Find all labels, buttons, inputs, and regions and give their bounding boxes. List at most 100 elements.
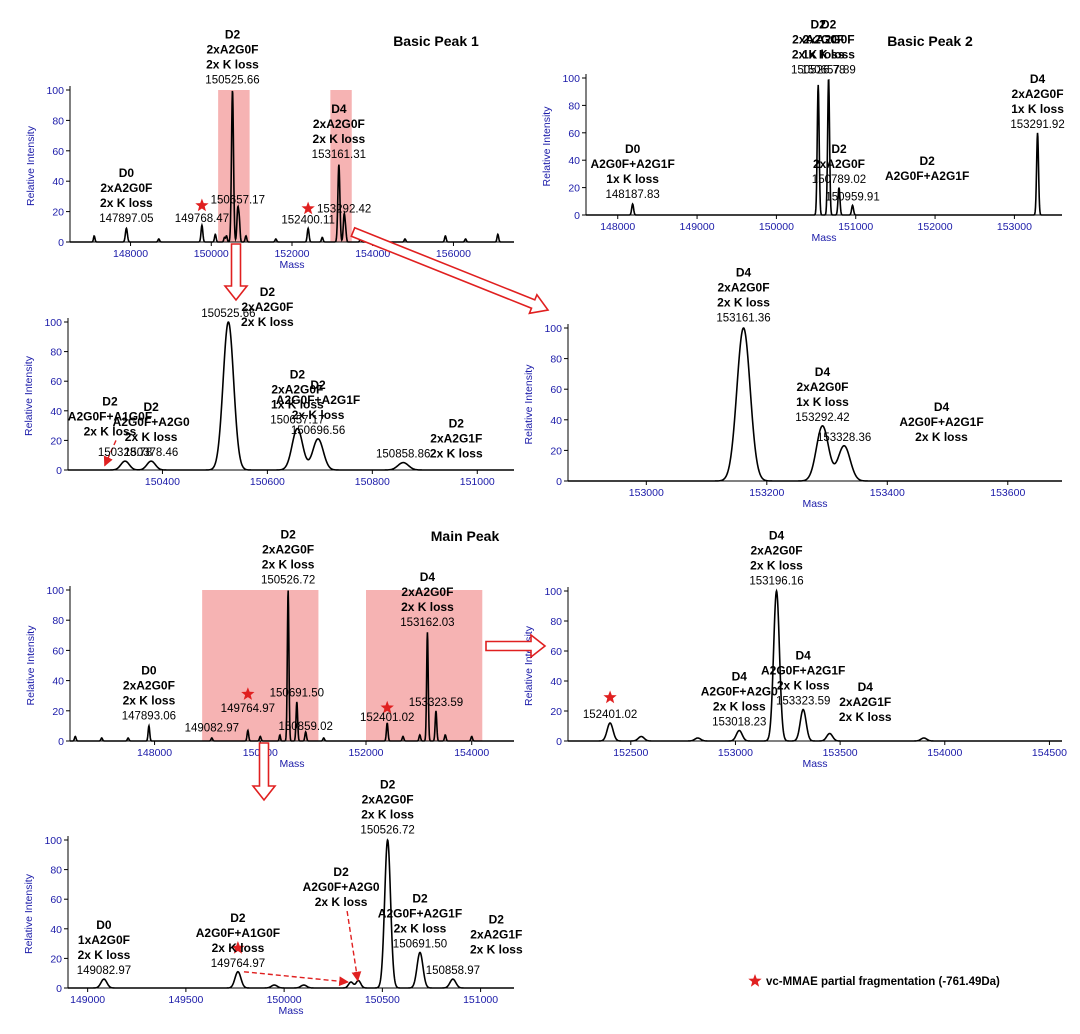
peak-assignment-label: 1x K loss bbox=[796, 395, 849, 409]
y-axis-label: Relative Intensity bbox=[523, 364, 535, 445]
peak-mass-label: 152401.02 bbox=[360, 712, 414, 724]
peak-assignment-label: 2xA2G0F bbox=[796, 380, 848, 394]
dashed-pointer-arrow bbox=[103, 440, 117, 467]
peak-annotation: 152401.02 bbox=[583, 709, 637, 721]
peak-assignment-label: 1xA2G0F bbox=[78, 933, 130, 947]
peak-assignment-label: 2xA2G0F bbox=[718, 280, 770, 294]
peak-assignment-label: 2xA2G0F bbox=[262, 542, 314, 556]
peak-mass-label: 147893.06 bbox=[122, 710, 176, 722]
peak-mass-label: 150858.97 bbox=[426, 965, 480, 977]
panel-basic-peak-2: 0 20 40 60 80 100 148000 149000 150000 151000 1520… bbox=[541, 17, 1065, 244]
y-tick-label: 60 bbox=[550, 384, 562, 396]
peak-assignment-label: D0 bbox=[119, 166, 135, 180]
panel-title: Basic Peak 1 bbox=[393, 33, 479, 49]
panel-main-peak: 020406080100148000150000152000154000Mass… bbox=[25, 527, 514, 770]
dashed-pointer-arrow bbox=[346, 910, 362, 982]
peak-assignment-label: A2G0F+A2G1F bbox=[590, 157, 674, 171]
x-tick-label: 153200 bbox=[749, 487, 784, 499]
peak-assignment-label: 2xA2G0F bbox=[362, 793, 414, 807]
peak-mass-label: 150789.02 bbox=[812, 174, 866, 186]
peak-assignment-label: 1x K loss bbox=[271, 398, 324, 412]
peak-mass-label: 150959.91 bbox=[825, 192, 879, 204]
peak-assignment-label: D4 bbox=[420, 570, 436, 584]
peak-assignment-label: 2x K loss bbox=[839, 710, 892, 724]
peak-assignment-label: 2xA2G0F bbox=[803, 32, 855, 46]
peak-assignment-label: 2x K loss bbox=[84, 424, 137, 438]
x-tick-label: 154000 bbox=[927, 747, 962, 759]
x-tick-label: 153600 bbox=[990, 487, 1025, 499]
peak-mass-label: 149764.97 bbox=[221, 703, 275, 715]
zoom-arrow bbox=[251, 742, 277, 802]
peak-assignment-label: D2 bbox=[449, 417, 465, 431]
peak-assignment-label: A2G0F+A1G0F bbox=[68, 409, 152, 423]
y-tick-label: 40 bbox=[50, 406, 62, 418]
peak-assignment-label: 2xA2G0F bbox=[751, 544, 803, 558]
peak-mass-label: 153323.59 bbox=[409, 697, 463, 709]
y-tick-label: 80 bbox=[568, 100, 580, 112]
y-tick-label: 80 bbox=[50, 865, 62, 877]
y-tick-label: 40 bbox=[52, 676, 64, 688]
peak-assignment-label: 2x K loss bbox=[713, 700, 766, 714]
peak-assignment-label: A2G0F+A2G1F bbox=[378, 907, 462, 921]
y-axis-label: Relative Intensity bbox=[25, 125, 37, 206]
peak-assignment-label: D2 bbox=[831, 142, 847, 156]
peak-mass-label: 147897.05 bbox=[99, 213, 153, 225]
peak-mass-label: 153018.23 bbox=[712, 717, 766, 729]
zoom-arrow bbox=[223, 243, 249, 302]
peak-assignment-label: 2xA2G1F bbox=[430, 432, 482, 446]
y-tick-label: 80 bbox=[550, 354, 562, 366]
peak-assignment-label: A2G0F+A1G0F bbox=[196, 926, 280, 940]
y-tick-label: 0 bbox=[56, 983, 62, 995]
peak-annotation: 153292.42 bbox=[317, 204, 371, 216]
panel-basic-peak-1-zoom-d2: 0 20 40 60 80 100 150400 150600 150800 151000 Rela… bbox=[23, 285, 514, 488]
peak-assignment-label: 2x K loss bbox=[313, 132, 366, 146]
x-tick-label: 154000 bbox=[355, 248, 390, 260]
highlight-region bbox=[330, 90, 352, 242]
peak-assignment-label: 1x K loss bbox=[606, 172, 659, 186]
y-tick-label: 60 bbox=[550, 646, 562, 658]
x-axis-label: Mass bbox=[811, 232, 836, 244]
peak-assignment-label: 2xA2G0F bbox=[206, 42, 258, 56]
y-tick-label: 60 bbox=[50, 894, 62, 906]
y-tick-label: 0 bbox=[574, 210, 580, 222]
y-tick-label: 80 bbox=[52, 115, 64, 127]
peak-assignment-label: 1x K loss bbox=[802, 47, 855, 61]
peak-annotation: 150328.78 bbox=[98, 447, 152, 459]
highlight-region bbox=[202, 590, 319, 741]
x-tick-label: 150000 bbox=[267, 994, 302, 1006]
panel-basic-peak-1: 0 20 40 60 80 100 148000 150000 152000 154000 1560… bbox=[25, 27, 514, 271]
star-shape bbox=[748, 974, 762, 987]
peak-assignment-label: D0 bbox=[141, 663, 157, 677]
y-tick-label: 20 bbox=[50, 953, 62, 965]
peak-assignment-label: 2xA2G1F bbox=[470, 927, 522, 941]
star-icon bbox=[380, 700, 394, 714]
peak-mass-label: 149082.97 bbox=[185, 722, 239, 734]
peak-assignment-label: 2x K loss bbox=[125, 430, 178, 444]
peak-assignment-label: 2x K loss bbox=[792, 47, 845, 61]
x-tick-label: 152500 bbox=[613, 747, 648, 759]
star-icon bbox=[195, 198, 209, 212]
y-tick-label: 100 bbox=[44, 835, 62, 847]
x-tick-label: 153000 bbox=[629, 487, 664, 499]
peak-assignment-label: D2 bbox=[280, 527, 296, 541]
peak-assignment-label: A2G0F+A2G0 bbox=[701, 685, 778, 699]
y-tick-label: 100 bbox=[544, 586, 562, 598]
y-tick-label: 60 bbox=[52, 645, 64, 657]
peak-assignment-label: 2x K loss bbox=[401, 600, 454, 614]
peak-mass-label: 150525.66 bbox=[205, 74, 259, 86]
y-tick-label: 0 bbox=[556, 736, 562, 748]
peak-assignment-label: 2xA2G0F bbox=[241, 300, 293, 314]
peak-annotation: 149768.47 bbox=[175, 213, 229, 225]
peak-assignment-label: 2x K loss bbox=[717, 295, 770, 309]
x-tick-label: 150600 bbox=[250, 476, 285, 488]
